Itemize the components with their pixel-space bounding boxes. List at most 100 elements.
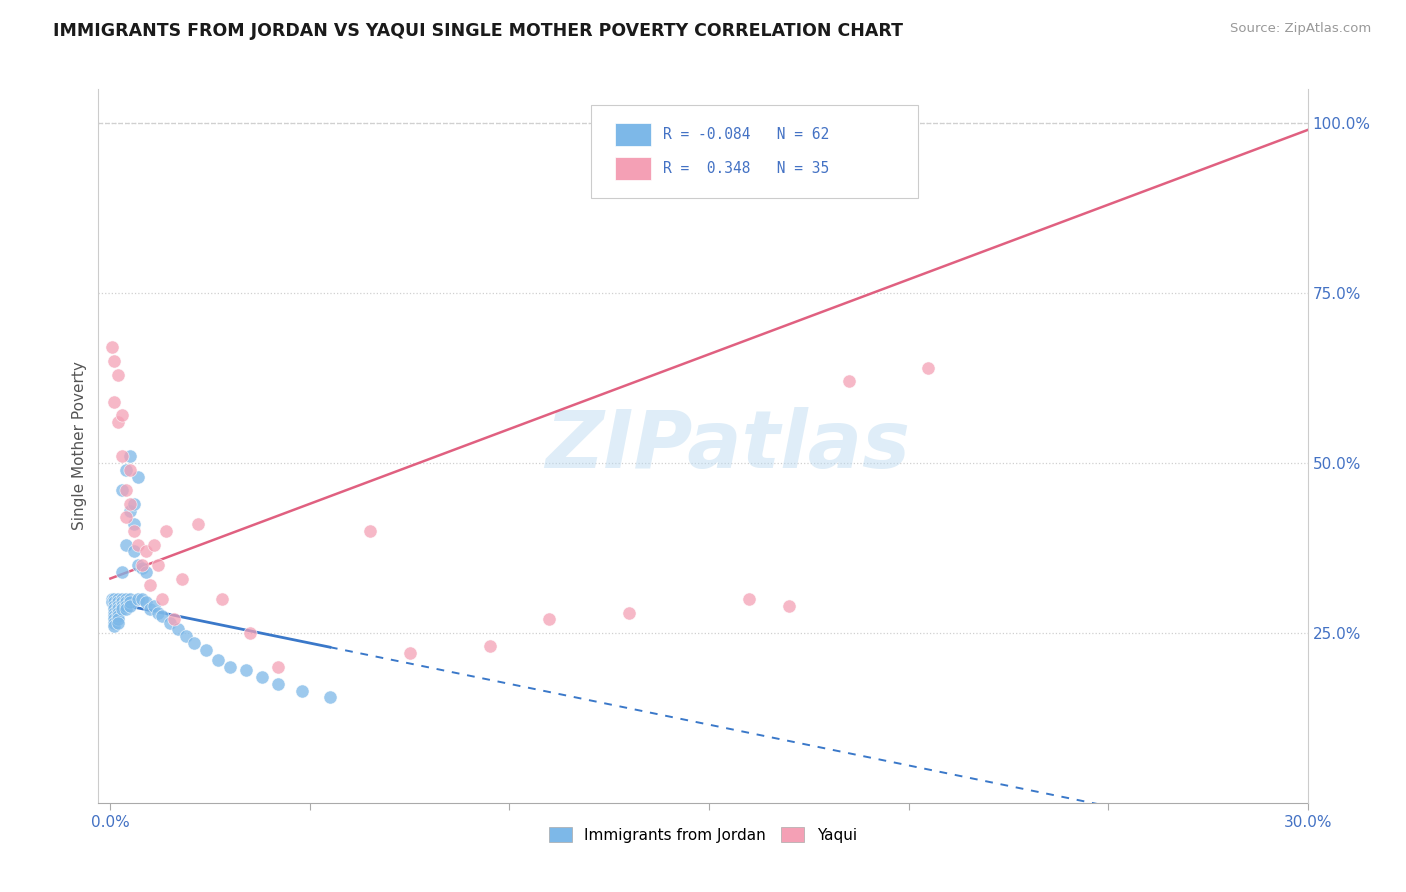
Point	[398, 646, 420, 660]
FancyBboxPatch shape	[614, 157, 651, 180]
Point	[120, 463, 142, 477]
Point	[143, 537, 166, 551]
Point	[107, 591, 129, 606]
Point	[267, 677, 290, 691]
Point	[139, 578, 162, 592]
Point	[131, 561, 153, 575]
Point	[115, 483, 138, 498]
Point	[103, 599, 125, 613]
Text: R =  0.348   N = 35: R = 0.348 N = 35	[664, 161, 830, 176]
Point	[124, 517, 146, 532]
Point	[207, 653, 229, 667]
Point	[150, 591, 173, 606]
Point	[115, 599, 138, 613]
Legend: Immigrants from Jordan, Yaqui: Immigrants from Jordan, Yaqui	[543, 821, 863, 848]
Point	[111, 483, 134, 498]
Text: R = -0.084   N = 62: R = -0.084 N = 62	[664, 127, 830, 142]
Point	[103, 615, 125, 630]
Y-axis label: Single Mother Poverty: Single Mother Poverty	[72, 361, 87, 531]
Point	[103, 612, 125, 626]
Point	[115, 463, 138, 477]
Point	[174, 629, 197, 643]
Point	[103, 595, 125, 609]
Point	[107, 615, 129, 630]
Point	[111, 449, 134, 463]
Point	[103, 394, 125, 409]
Point	[115, 602, 138, 616]
Point	[183, 636, 205, 650]
Text: IMMIGRANTS FROM JORDAN VS YAQUI SINGLE MOTHER POVERTY CORRELATION CHART: IMMIGRANTS FROM JORDAN VS YAQUI SINGLE M…	[53, 22, 904, 40]
Point	[111, 595, 134, 609]
Point	[319, 690, 342, 705]
Point	[107, 595, 129, 609]
Point	[135, 544, 157, 558]
Point	[267, 660, 290, 674]
Point	[124, 544, 146, 558]
Point	[120, 591, 142, 606]
Point	[778, 599, 800, 613]
Point	[107, 599, 129, 613]
Point	[135, 565, 157, 579]
Point	[115, 537, 138, 551]
Point	[107, 606, 129, 620]
Point	[107, 608, 129, 623]
Point	[131, 591, 153, 606]
Point	[167, 623, 190, 637]
Point	[359, 524, 381, 538]
Point	[103, 602, 125, 616]
Point	[120, 449, 142, 463]
Point	[115, 595, 138, 609]
Point	[111, 409, 134, 423]
Point	[148, 558, 170, 572]
Point	[107, 612, 129, 626]
Point	[917, 360, 939, 375]
Point	[107, 415, 129, 429]
Point	[111, 591, 134, 606]
Point	[187, 517, 209, 532]
Point	[219, 660, 242, 674]
Point	[538, 612, 561, 626]
FancyBboxPatch shape	[591, 105, 918, 198]
Point	[172, 572, 194, 586]
Point	[159, 615, 181, 630]
Point	[103, 608, 125, 623]
Point	[111, 602, 134, 616]
Point	[111, 565, 134, 579]
Point	[120, 599, 142, 613]
Point	[124, 497, 146, 511]
Point	[107, 602, 129, 616]
Point	[120, 503, 142, 517]
Point	[150, 608, 173, 623]
Point	[239, 626, 262, 640]
Point	[163, 612, 186, 626]
Point	[107, 368, 129, 382]
Point	[838, 375, 860, 389]
Point	[738, 591, 761, 606]
Point	[617, 606, 640, 620]
Point	[139, 602, 162, 616]
Text: Source: ZipAtlas.com: Source: ZipAtlas.com	[1230, 22, 1371, 36]
Point	[120, 595, 142, 609]
Point	[155, 524, 177, 538]
Point	[124, 524, 146, 538]
Point	[135, 595, 157, 609]
Point	[235, 663, 257, 677]
Text: ZIPatlas: ZIPatlas	[544, 407, 910, 485]
Point	[478, 640, 501, 654]
Point	[103, 591, 125, 606]
Point	[103, 354, 125, 368]
Point	[250, 670, 273, 684]
Point	[115, 591, 138, 606]
FancyBboxPatch shape	[614, 123, 651, 146]
Point	[103, 606, 125, 620]
Point	[127, 591, 149, 606]
Point	[291, 683, 314, 698]
Point	[127, 558, 149, 572]
Point	[115, 510, 138, 524]
Point	[211, 591, 233, 606]
Point	[101, 591, 124, 606]
Point	[101, 595, 124, 609]
Point	[103, 619, 125, 633]
Point	[120, 497, 142, 511]
Point	[131, 558, 153, 572]
